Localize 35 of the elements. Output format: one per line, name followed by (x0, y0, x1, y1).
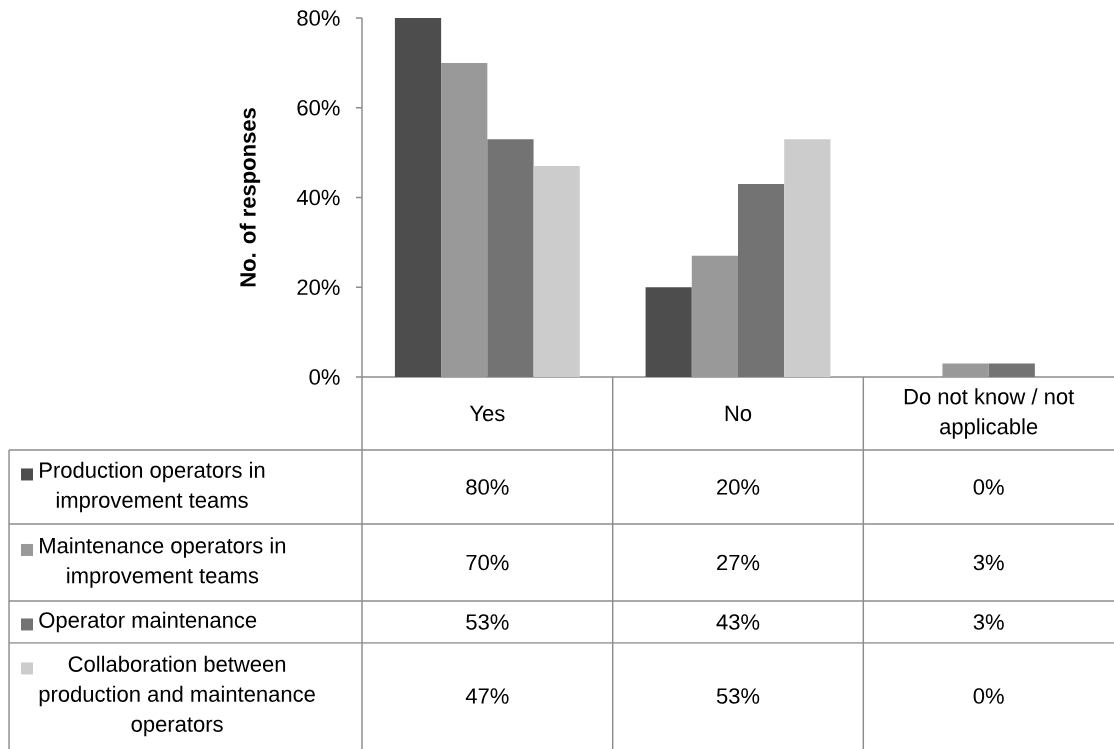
bar (784, 139, 831, 377)
data-label: 3% (973, 614, 1004, 630)
y-tick-label: 40% (296, 189, 340, 206)
bar (394, 18, 442, 377)
bar (738, 184, 785, 377)
data-label: 0% (973, 479, 1004, 495)
data-label: 20% (717, 479, 760, 495)
data-label: 3% (973, 554, 1004, 571)
legend-label: Collaboration between production and maintenance operators (39, 655, 315, 737)
data-label: 53% (716, 688, 760, 704)
bar (988, 363, 1035, 377)
data-label: 70% (466, 554, 509, 571)
x-tick-label: No (725, 405, 752, 422)
x-tick-label: Do not know / not applicable (904, 388, 1075, 439)
bar (441, 62, 488, 377)
data-label: 27% (717, 554, 760, 571)
bar (533, 166, 580, 377)
data-label: 0% (973, 688, 1004, 704)
bar (487, 139, 534, 377)
data-label: 80% (466, 479, 509, 495)
y-tick-label: 0% (309, 369, 340, 385)
x-tick-label: Yes (469, 405, 505, 422)
y-tick-label: 20% (297, 279, 340, 296)
y-axis-title: No. of responses (239, 108, 261, 287)
y-tick-label: 60% (297, 99, 340, 116)
bar (691, 255, 738, 377)
bar (645, 287, 692, 377)
legend-label: Maintenance operators in improvement teams (40, 537, 286, 588)
data-label: 47% (465, 688, 509, 704)
legend-label: Production operators in improvement teams (40, 461, 265, 513)
data-label: 53% (466, 614, 509, 630)
legend-label: Operator maintenance (39, 611, 257, 633)
y-tick-label: 80% (297, 10, 340, 26)
data-label: 43% (716, 614, 760, 630)
bar (942, 363, 989, 377)
